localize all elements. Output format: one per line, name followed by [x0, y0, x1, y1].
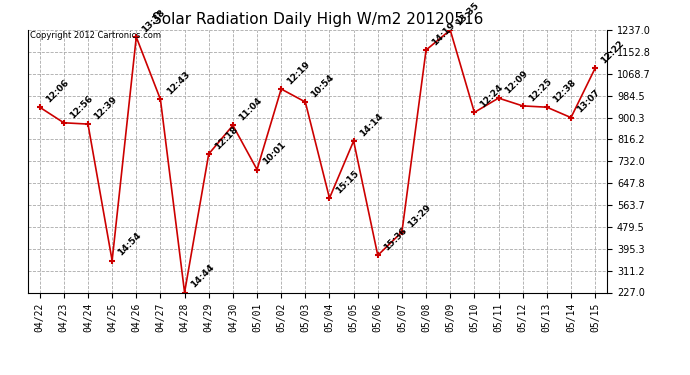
- Text: 12:56: 12:56: [68, 93, 95, 120]
- Text: 12:43: 12:43: [165, 70, 191, 97]
- Text: 12:18: 12:18: [213, 124, 239, 151]
- Title: Solar Radiation Daily High W/m2 20120516: Solar Radiation Daily High W/m2 20120516: [152, 12, 483, 27]
- Text: 14:54: 14:54: [117, 231, 143, 258]
- Text: 12:19: 12:19: [286, 60, 312, 86]
- Text: Copyright 2012 Cartronics.com: Copyright 2012 Cartronics.com: [30, 32, 161, 40]
- Text: 12:38: 12:38: [551, 78, 578, 104]
- Text: 11:04: 11:04: [237, 96, 264, 123]
- Text: 12:22: 12:22: [600, 39, 626, 65]
- Text: 13:07: 13:07: [575, 88, 602, 115]
- Text: 15:15: 15:15: [334, 169, 360, 195]
- Text: 12:06: 12:06: [44, 78, 70, 104]
- Text: 12:39: 12:39: [92, 94, 119, 121]
- Text: 12:24: 12:24: [479, 83, 505, 110]
- Text: 13:38: 13:38: [141, 8, 167, 34]
- Text: 10:54: 10:54: [310, 73, 336, 99]
- Text: 15:36: 15:36: [382, 226, 408, 252]
- Text: 14:19: 14:19: [431, 21, 457, 47]
- Text: 14:44: 14:44: [189, 263, 215, 290]
- Text: 13:35: 13:35: [455, 1, 481, 27]
- Text: 12:09: 12:09: [503, 69, 529, 95]
- Text: 12:25: 12:25: [527, 76, 553, 103]
- Text: 10:01: 10:01: [262, 140, 288, 167]
- Text: 14:14: 14:14: [358, 111, 384, 138]
- Text: 13:29: 13:29: [406, 202, 433, 229]
